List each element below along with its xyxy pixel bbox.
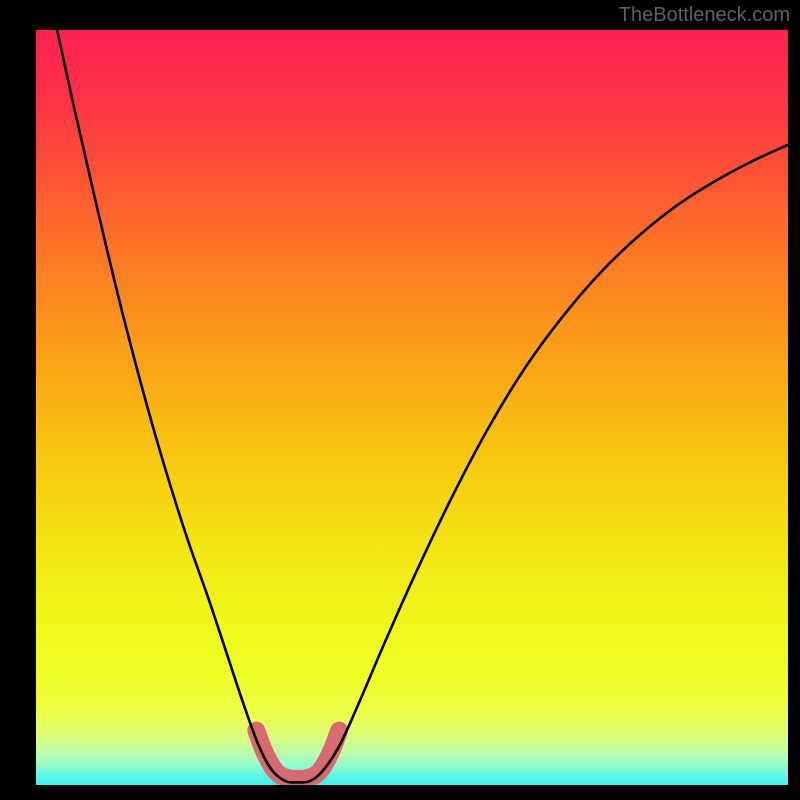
plot-area xyxy=(36,30,788,785)
watermark-text: TheBottleneck.com xyxy=(619,4,790,27)
chart-container: TheBottleneck.com xyxy=(0,0,800,800)
main-curve xyxy=(57,30,788,782)
highlight-curve xyxy=(256,731,339,779)
curve-overlay xyxy=(36,30,788,785)
